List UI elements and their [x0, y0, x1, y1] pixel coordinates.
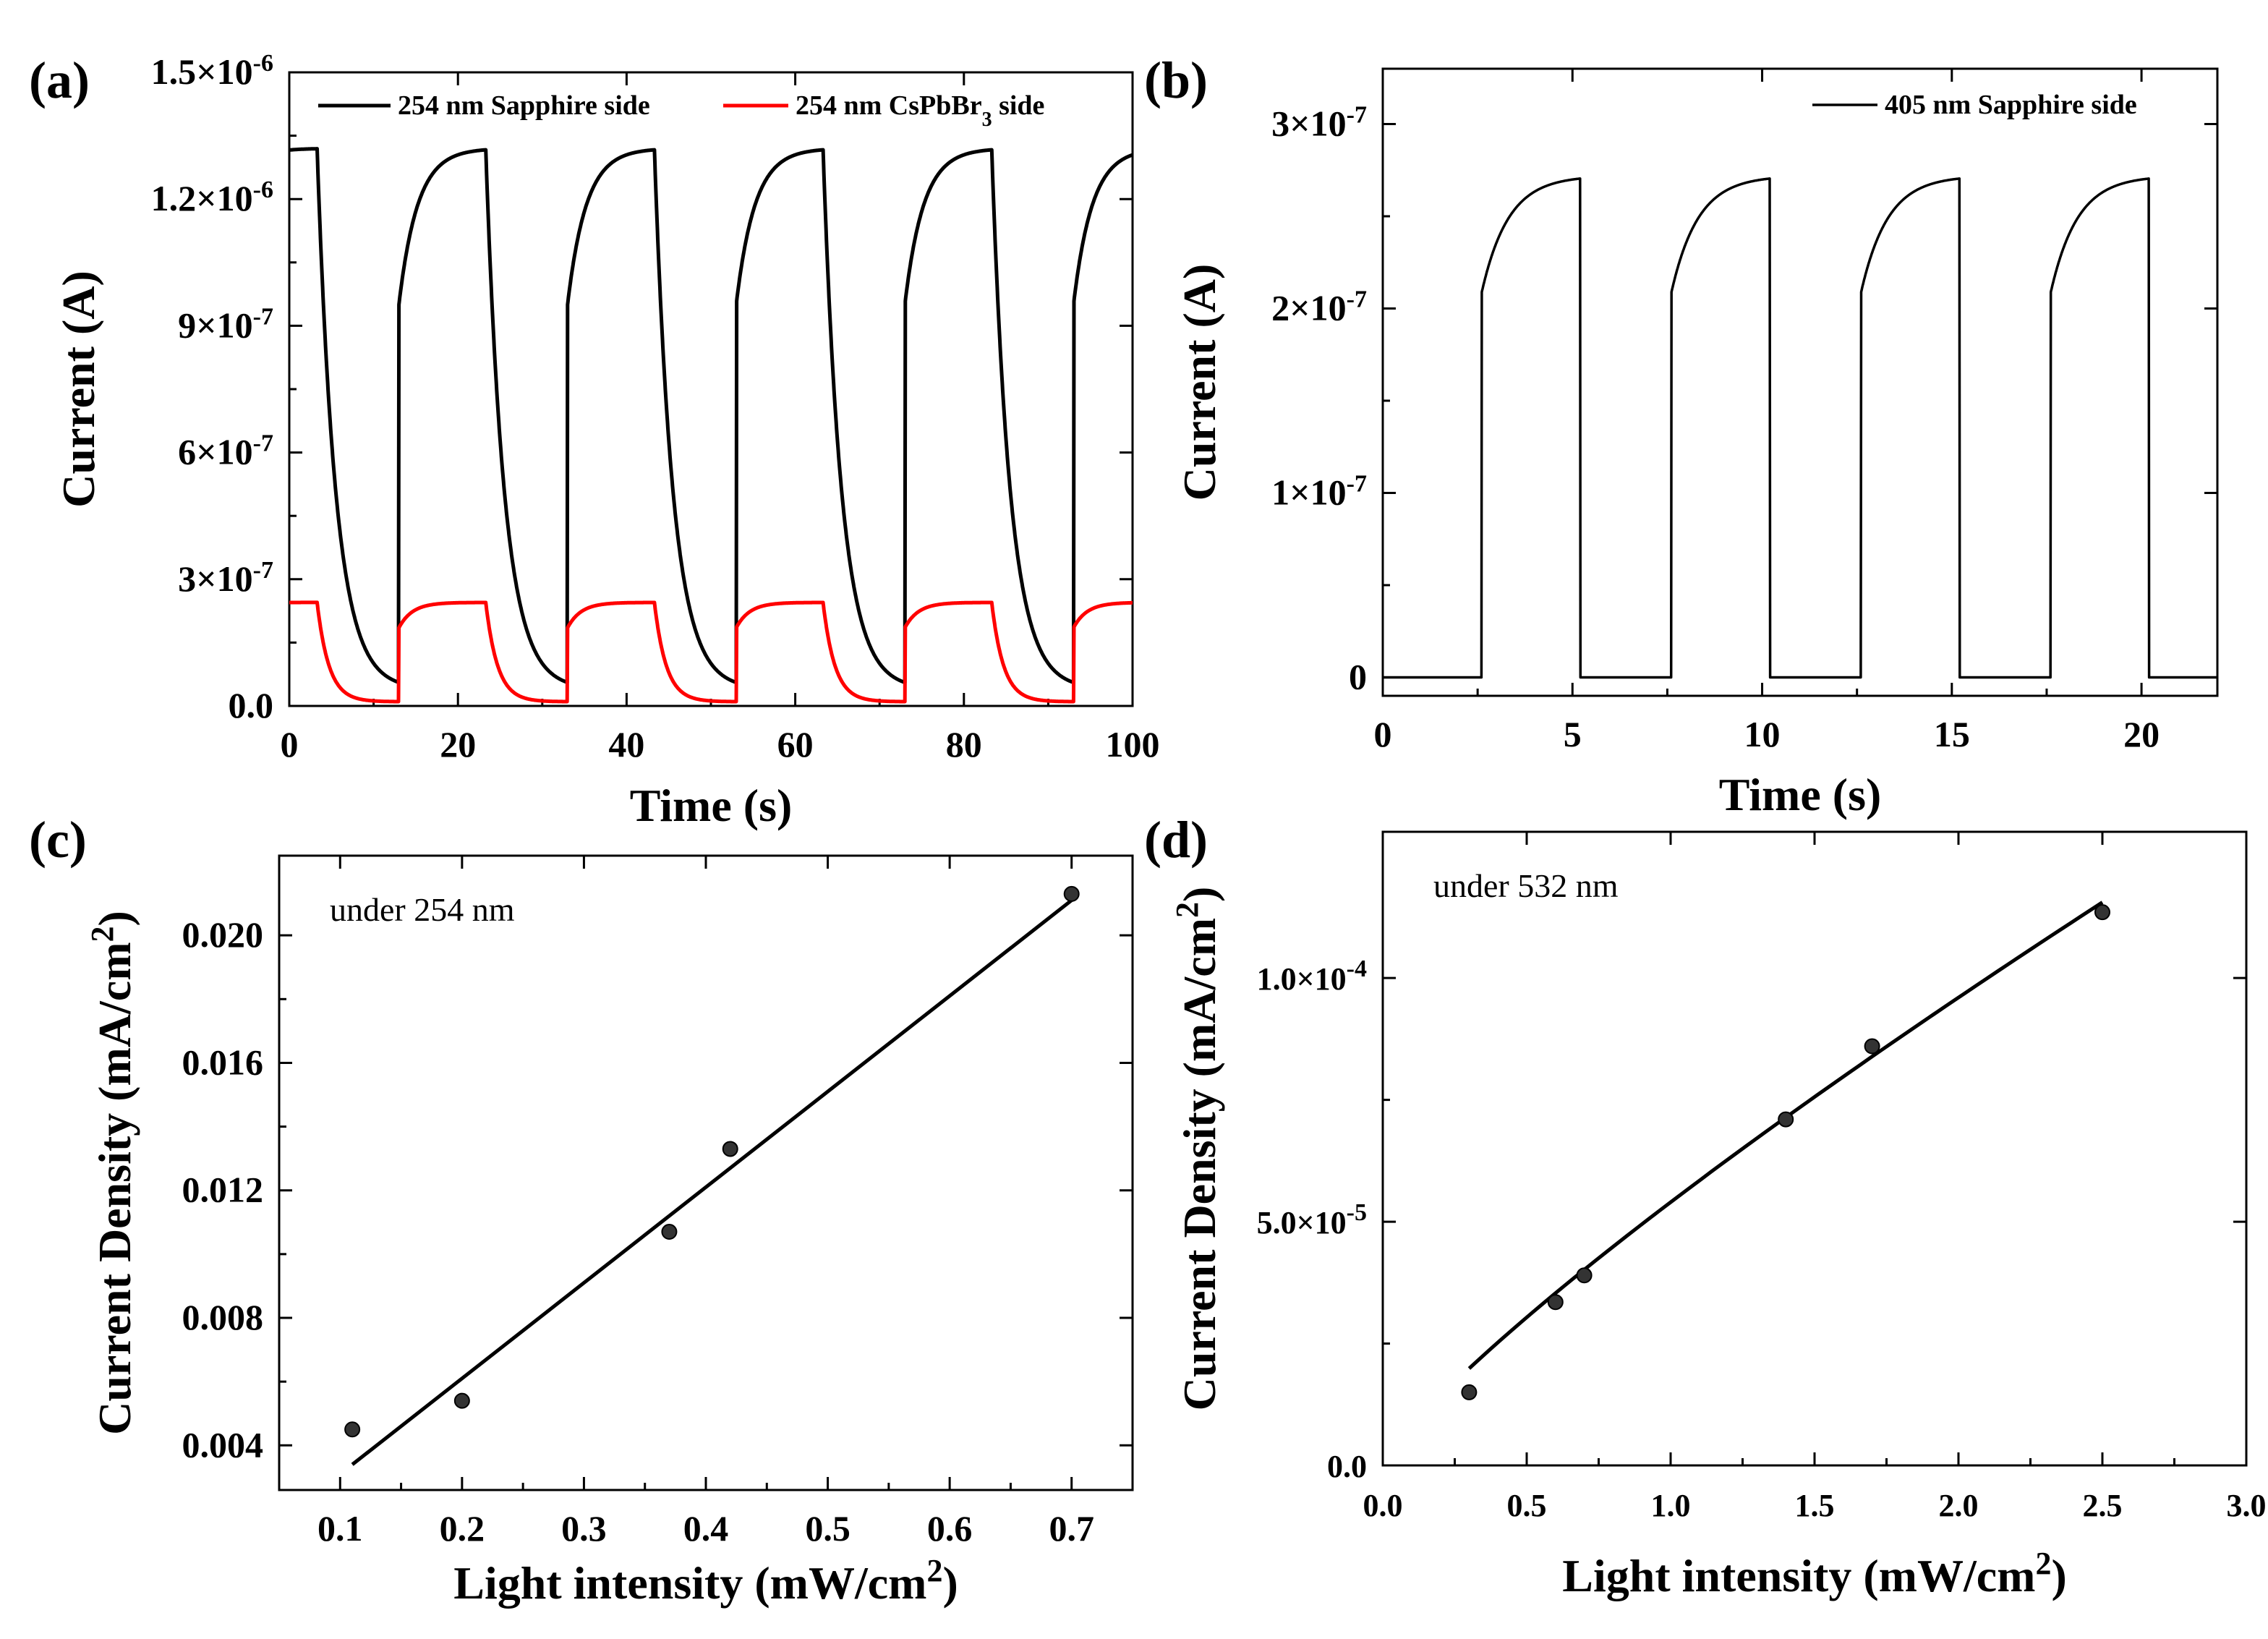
- data-point: [2094, 904, 2110, 921]
- legend-label: 405 nm Sapphire side: [1885, 90, 2137, 120]
- x-tick-label: 20: [440, 724, 476, 765]
- x-tick-label: 3.0: [2227, 1488, 2267, 1523]
- y-axis-label: Current (A): [53, 271, 104, 508]
- annotation: under 254 nm: [330, 891, 515, 928]
- y-axis-label: Current Density (mA/cm2): [1169, 887, 1226, 1411]
- x-tick-label: 100: [1106, 724, 1160, 765]
- data-point: [1864, 1038, 1880, 1055]
- y-tick-label: 1×10-7: [1271, 470, 1367, 513]
- panel-label: (b): [1144, 51, 1208, 109]
- x-tick-label: 0.5: [1507, 1488, 1547, 1523]
- panel-d: 0.0 0.5 1.0 1.5 2.0 2.5 3.0 0.0 5.0×10-5 1.0×10-4…: [1144, 811, 2267, 1601]
- panel-label: (a): [29, 51, 90, 109]
- fit-line: [1467, 901, 2104, 1370]
- series-line-0: [288, 147, 1134, 685]
- x-axis-label: Light intensity (mW/cm2): [1562, 1546, 2067, 1602]
- data-point: [661, 1224, 678, 1240]
- x-tick-label: 1.0: [1651, 1488, 1691, 1523]
- x-tick-label: 10: [1744, 714, 1781, 754]
- y-tick-label: 0.0: [1327, 1449, 1367, 1484]
- panel-a: 0 20 40 60 80 100 0.0 3×10-7 6×10-7 9×10-7 1.2×10-…: [29, 50, 1160, 832]
- data-point: [1547, 1294, 1564, 1311]
- plot-frame: [1381, 67, 2219, 697]
- y-tick-label: 5.0×10-5: [1257, 1199, 1367, 1241]
- y-tick-label: 3×10-7: [1271, 101, 1367, 144]
- y-tick-label: 2×10-7: [1271, 286, 1367, 328]
- x-tick-label: 20: [2123, 714, 2160, 754]
- x-tick-label: 0.3: [561, 1508, 607, 1549]
- x-tick-label: 0.6: [927, 1508, 973, 1549]
- y-axis-label: Current (A): [1174, 264, 1225, 501]
- y-tick-label: 1.0×10-4: [1257, 955, 1367, 997]
- data-point: [722, 1141, 738, 1157]
- series-line: [1381, 177, 2219, 679]
- y-tick-label: 0.012: [182, 1170, 264, 1210]
- y-tick-label: 0.020: [182, 914, 264, 955]
- x-tick-label: 2.5: [2083, 1488, 2123, 1523]
- y-tick-label: 1.2×10-6: [151, 176, 273, 219]
- plot-frame: [1381, 830, 2248, 1467]
- legend-label: 254 nm Sapphire side: [398, 90, 650, 121]
- x-tick-label: 2.0: [1939, 1488, 1979, 1523]
- x-tick-label: 40: [608, 724, 644, 765]
- fit-line: [351, 898, 1073, 1466]
- x-tick-label: 0.4: [683, 1508, 729, 1549]
- y-axis-label: Current Density (mA/cm2): [85, 911, 141, 1435]
- x-tick-label: 0.7: [1049, 1508, 1094, 1549]
- annotation: under 532 nm: [1433, 867, 1619, 904]
- x-axis-label: Time (s): [630, 780, 793, 831]
- x-tick-label: 15: [1934, 714, 1970, 754]
- data-point: [1576, 1267, 1593, 1284]
- y-tick-label: 3×10-7: [178, 556, 273, 599]
- x-tick-label: 0.2: [440, 1508, 485, 1549]
- data-point: [1461, 1384, 1478, 1400]
- y-tick-label: 0.008: [182, 1297, 264, 1337]
- y-tick-label: 0.0: [229, 685, 274, 725]
- y-tick-label: 1.5×10-6: [151, 50, 273, 93]
- data-point: [1778, 1111, 1794, 1128]
- panel-b: 0 5 10 15 20 0 1×10-7 2×10-7 3×10-7 (b) Time (s) Cu…: [1144, 51, 2219, 820]
- y-tick-label: 0.016: [182, 1042, 264, 1082]
- legend-label: 254 nm CsPbBr3 side: [796, 90, 1044, 131]
- data-point: [1063, 885, 1080, 902]
- x-tick-label: 1.5: [1795, 1488, 1835, 1523]
- panel-c: 0.1 0.2 0.3 0.4 0.5 0.6 0.7 0.004 0.008 0.012 0.01…: [29, 811, 1134, 1609]
- x-tick-label: 5: [1564, 714, 1582, 754]
- x-tick-label: 80: [946, 724, 982, 765]
- x-axis-label: Time (s): [1719, 769, 1882, 820]
- series-line-1: [288, 600, 1134, 704]
- x-axis-label: Light intensity (mW/cm2): [453, 1553, 958, 1609]
- panel-label: (c): [29, 811, 87, 869]
- x-tick-label: 0: [1374, 714, 1392, 754]
- data-point: [453, 1392, 470, 1409]
- x-tick-label: 0.0: [1363, 1488, 1403, 1523]
- y-tick-label: 9×10-7: [178, 303, 273, 346]
- x-tick-label: 0.5: [805, 1508, 850, 1549]
- x-tick-label: 60: [777, 724, 814, 765]
- y-tick-label: 6×10-7: [178, 430, 273, 472]
- y-tick-label: 0: [1349, 657, 1367, 697]
- x-tick-label: 0.1: [317, 1508, 363, 1549]
- panel-label: (d): [1144, 811, 1208, 869]
- data-point: [344, 1421, 361, 1438]
- x-tick-label: 0: [281, 724, 299, 765]
- y-tick-label: 0.004: [182, 1424, 264, 1465]
